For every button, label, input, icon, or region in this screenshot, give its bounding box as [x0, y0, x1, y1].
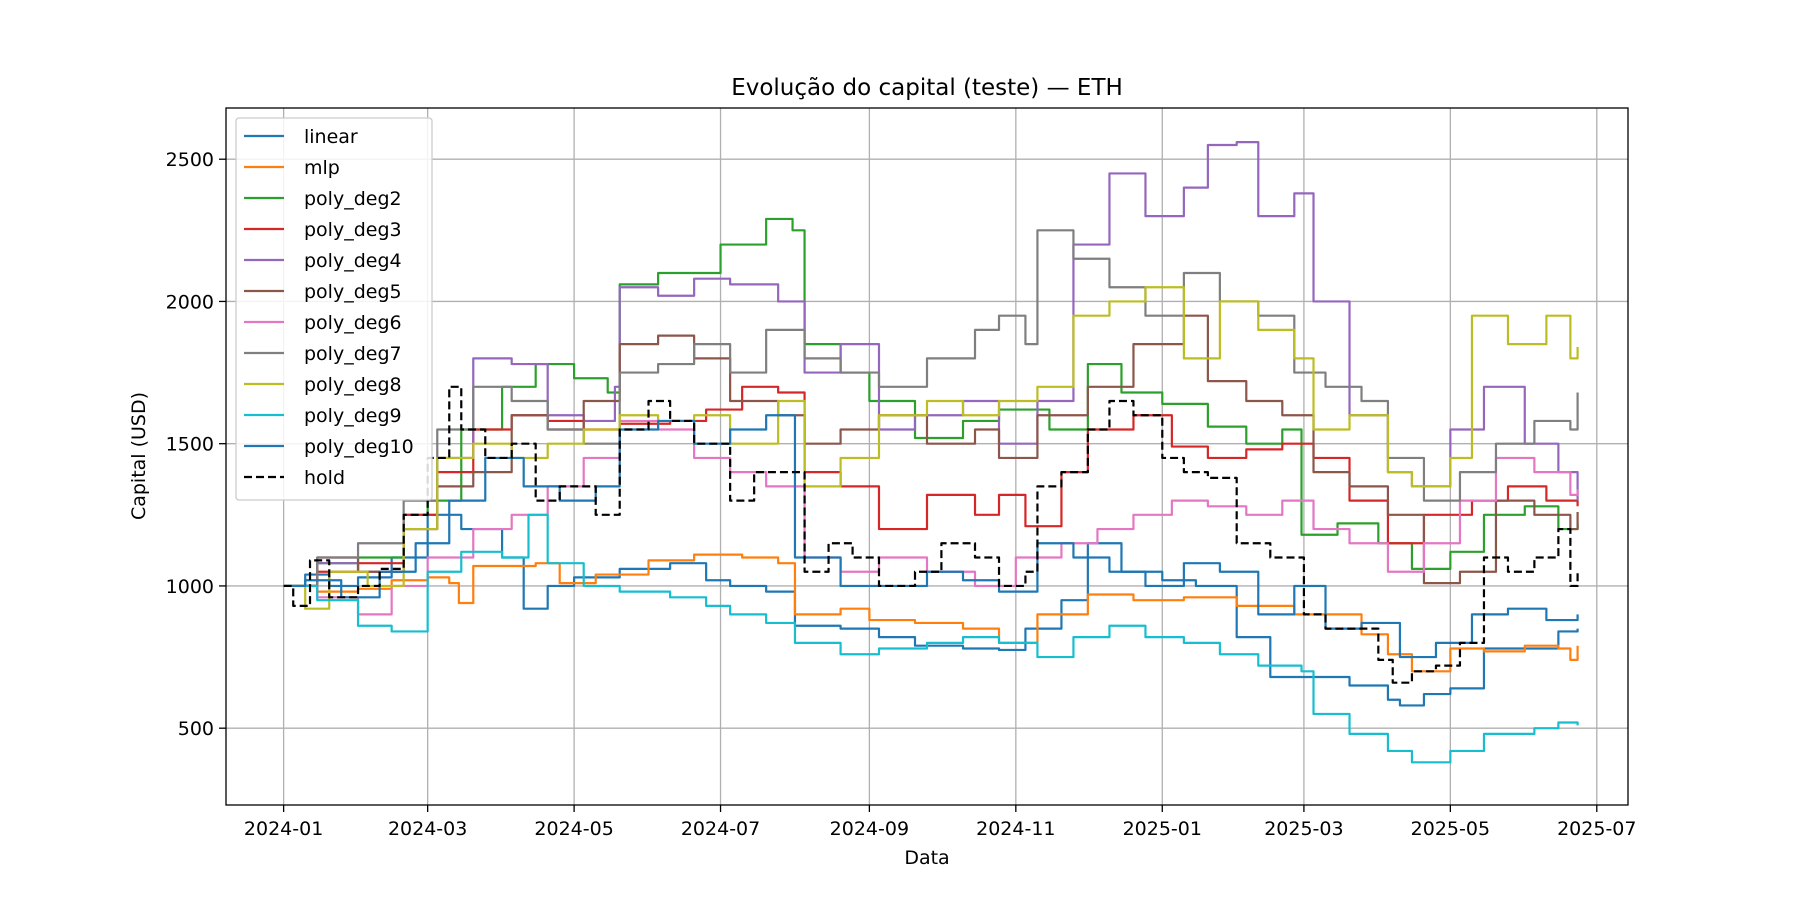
y-tick-label: 1000: [166, 576, 214, 598]
x-tick-label: 2024-03: [388, 818, 467, 840]
series-line-poly-deg10: [283, 414, 1579, 659]
legend-box: [235, 117, 433, 501]
x-tick-label: 2025-07: [1557, 818, 1636, 840]
grid-lines: [226, 108, 1628, 805]
y-axis-label: Capital (USD): [128, 392, 150, 520]
legend-label: poly_deg8: [304, 374, 402, 396]
y-tick-label: 500: [178, 718, 214, 740]
y-tick-label: 1500: [166, 434, 214, 456]
plot-frame: [225, 107, 1629, 806]
legend-label: poly_deg4: [304, 250, 402, 272]
legend-label: poly_deg10: [304, 436, 414, 458]
legend-label: hold: [304, 467, 345, 489]
legend: linear mlp poly_deg2 poly_deg3 poly_deg4poly…: [235, 117, 433, 501]
x-tick-label: 2025-03: [1264, 818, 1343, 840]
x-axis-label: Data: [904, 847, 949, 869]
x-tick-label: 2024-09: [830, 818, 909, 840]
series-lines: [283, 141, 1579, 764]
legend-label: poly_deg3: [304, 219, 402, 241]
legend-label: mlp: [304, 157, 340, 179]
series-line-poly-deg8: [283, 286, 1579, 610]
series-line-hold: [283, 385, 1579, 684]
legend-label: poly_deg2: [304, 188, 402, 210]
series-line-poly-deg6: [283, 419, 1579, 616]
axis-ticks: 2024-01 2024-03 2024-05 2024-07 2024-09 2024-…: [166, 149, 1637, 840]
x-tick-label: 2024-07: [681, 818, 760, 840]
legend-label: linear: [304, 126, 358, 148]
series-line-poly-deg9: [283, 513, 1579, 764]
legend-label: poly_deg9: [304, 405, 402, 427]
x-tick-label: 2024-01: [244, 818, 323, 840]
series-line-poly-deg5: [283, 314, 1579, 588]
x-tick-label: 2024-05: [534, 818, 613, 840]
legend-label: poly_deg6: [304, 312, 402, 334]
x-tick-label: 2024-11: [976, 818, 1055, 840]
legend-label: poly_deg7: [304, 343, 402, 365]
x-tick-label: 2025-05: [1411, 818, 1490, 840]
chart-title: Evolução do capital (teste) — ETH: [731, 75, 1123, 101]
y-tick-label: 2000: [166, 291, 214, 313]
y-tick-label: 2500: [166, 149, 214, 171]
x-tick-label: 2025-01: [1123, 818, 1202, 840]
legend-label: poly_deg5: [304, 281, 402, 303]
